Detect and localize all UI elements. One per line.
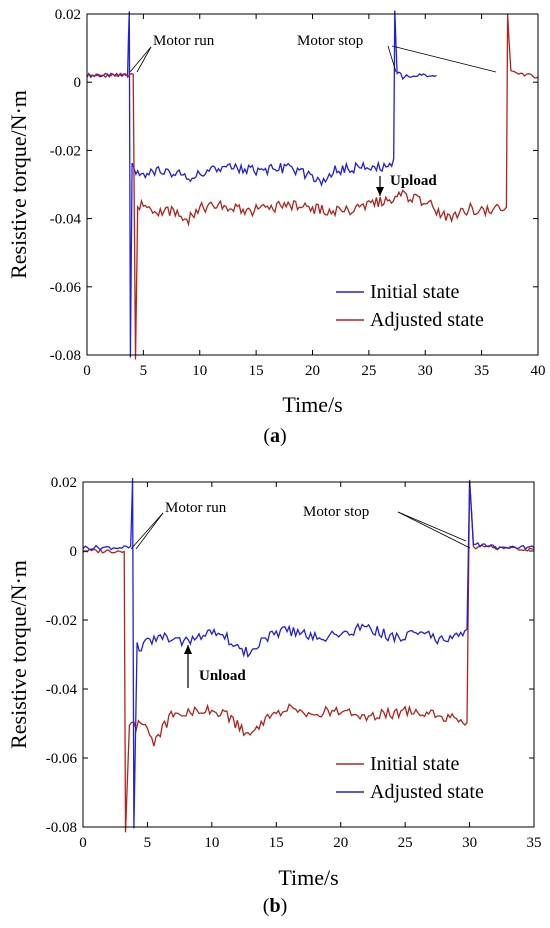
legend-entry: Adjusted state xyxy=(370,781,484,803)
y-tick-label: 0.02 xyxy=(51,475,77,491)
legend-entry: Initial state xyxy=(370,753,460,775)
y-tick-label: -0.06 xyxy=(50,280,82,296)
x-tick-label: 0 xyxy=(83,363,91,379)
chart-panel-b: 0 5 10 15 20 25 30 35 0.02 0 -0.02 -0.04 -0.06 -0.08 T… xyxy=(6,475,542,917)
x-axis-label: Time/s xyxy=(282,392,342,417)
x-tick-label: 25 xyxy=(398,835,413,851)
legend-entry: Adjusted state xyxy=(370,309,484,331)
chart-panel-a: 0 5 10 15 20 25 30 35 40 0.02 0 -0.02 -0.04 -0.06 -0.0… xyxy=(6,7,546,447)
series-line-initial-state xyxy=(82,479,535,833)
y-tick-label: -0.06 xyxy=(46,751,78,767)
x-tick-label: 20 xyxy=(333,835,348,851)
x-tick-label: 20 xyxy=(305,363,320,379)
series-line-adjusted-state xyxy=(86,13,539,360)
series-line-adjusted-state xyxy=(82,477,535,829)
annotation-leader-line xyxy=(387,45,397,73)
x-axis-label: Time/s xyxy=(278,865,338,890)
annotation-upload: Upload xyxy=(390,173,437,189)
annotation-leader-line xyxy=(397,511,467,542)
annotation-motor-run: Motor run xyxy=(153,33,215,49)
x-tick-label: 10 xyxy=(204,835,219,851)
annotation-leader-line xyxy=(397,511,471,549)
y-axis-label: Resistive torque/N·m xyxy=(6,90,31,279)
panel-label: (b) xyxy=(263,895,287,917)
annotation-motor-stop: Motor stop xyxy=(303,504,369,520)
legend-entry: Initial state xyxy=(370,281,460,303)
annotation-leader-line xyxy=(391,45,497,73)
x-tick-label: 10 xyxy=(192,363,207,379)
y-tick-label: 0.02 xyxy=(55,7,81,23)
annotation-leader-line xyxy=(130,512,164,550)
x-tick-label: 15 xyxy=(249,363,264,379)
y-tick-label: -0.04 xyxy=(46,682,78,698)
annotation-motor-stop: Motor stop xyxy=(297,33,363,49)
annotation-leader-line xyxy=(135,512,164,550)
y-tick-label: -0.02 xyxy=(50,143,81,159)
y-tick-label: -0.08 xyxy=(50,348,81,364)
x-tick-label: 5 xyxy=(140,363,148,379)
x-tick-label: 0 xyxy=(79,835,87,851)
plot-frame xyxy=(86,13,539,356)
y-axis-label: Resistive torque/N·m xyxy=(6,560,31,749)
x-tick-label: 30 xyxy=(462,835,477,851)
y-tick-label: -0.08 xyxy=(46,820,77,836)
annotation-leader-line xyxy=(136,46,152,73)
panel-label: (a) xyxy=(263,425,286,447)
x-tick-label: 40 xyxy=(531,363,546,379)
x-tick-label: 15 xyxy=(269,835,284,851)
y-tick-label: -0.04 xyxy=(50,212,82,228)
x-tick-label: 30 xyxy=(418,363,433,379)
annotation-motor-run: Motor run xyxy=(165,500,227,516)
x-tick-label: 35 xyxy=(527,835,542,851)
annotation-unload: Unload xyxy=(199,668,246,684)
x-tick-label: 25 xyxy=(361,363,376,379)
annotation-arrowhead xyxy=(184,645,192,654)
annotation-leader-line xyxy=(129,46,152,73)
y-tick-label: 0 xyxy=(70,544,78,560)
x-tick-label: 5 xyxy=(144,835,152,851)
y-tick-label: 0 xyxy=(74,75,82,91)
series-line-initial-state xyxy=(86,10,437,358)
annotation-arrowhead xyxy=(376,187,384,196)
y-tick-label: -0.02 xyxy=(46,613,77,629)
plot-frame xyxy=(82,481,535,828)
x-tick-label: 35 xyxy=(474,363,489,379)
